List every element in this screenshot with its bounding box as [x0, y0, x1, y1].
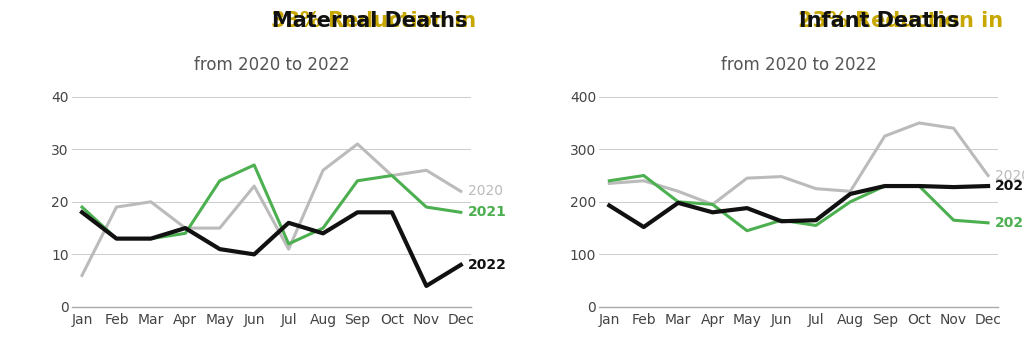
Text: 2022: 2022: [468, 258, 507, 272]
Text: from 2020 to 2022: from 2020 to 2022: [194, 56, 349, 74]
Text: Infant Deaths: Infant Deaths: [799, 11, 959, 31]
Text: Maternal Deaths: Maternal Deaths: [272, 11, 467, 31]
Text: 2020: 2020: [468, 184, 503, 198]
Text: 2020: 2020: [995, 168, 1024, 182]
Text: 2022: 2022: [995, 179, 1024, 193]
Text: 2021: 2021: [468, 205, 507, 219]
Text: from 2020 to 2022: from 2020 to 2022: [721, 56, 877, 74]
Text: 2021: 2021: [995, 216, 1024, 230]
Text: 33% Reduction in: 33% Reduction in: [271, 11, 483, 31]
Text: 23% Reduction in: 23% Reduction in: [798, 11, 1011, 31]
